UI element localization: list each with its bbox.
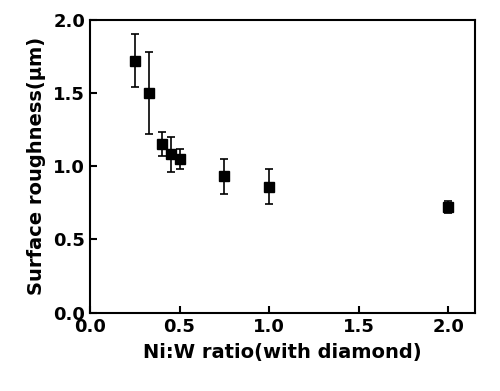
Y-axis label: Surface roughness(μm): Surface roughness(μm)	[28, 37, 46, 295]
X-axis label: Ni:W ratio(with diamond): Ni:W ratio(with diamond)	[143, 343, 422, 362]
